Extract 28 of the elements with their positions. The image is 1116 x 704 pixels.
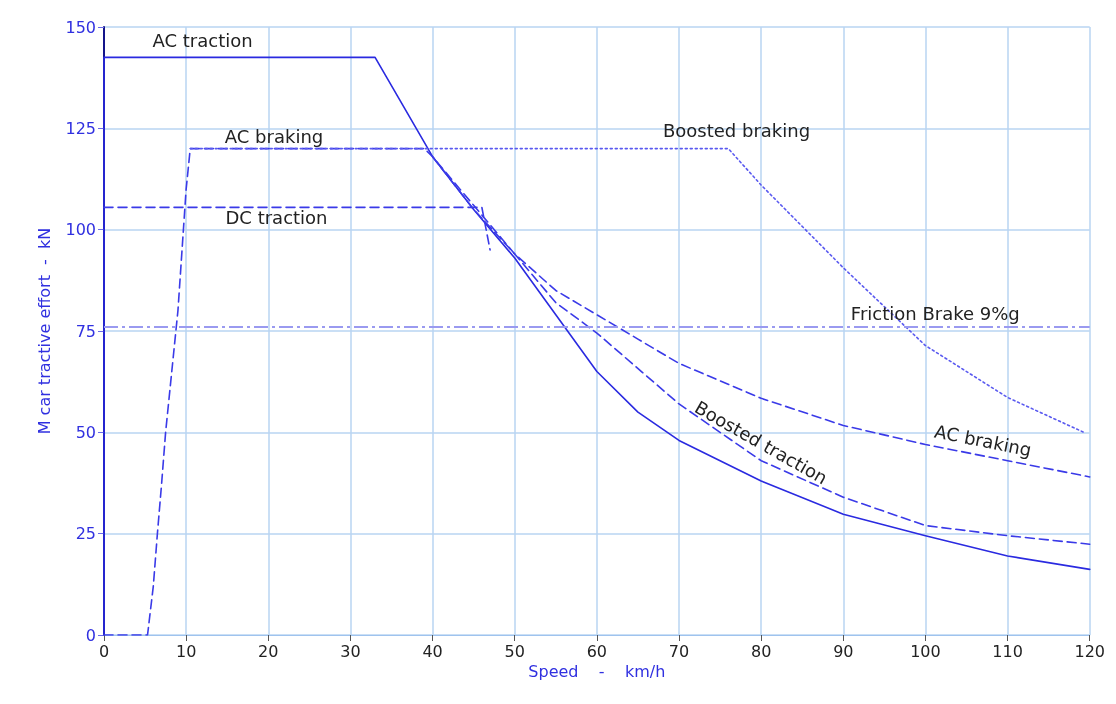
series-label: Boosted braking: [662, 119, 811, 141]
x-axis-title: Speed - km/h: [528, 662, 666, 682]
y-axis-title: M car tractive effort - kN: [34, 227, 54, 435]
x-tick-label: 60: [586, 641, 608, 661]
x-tick-label: 90: [833, 641, 854, 661]
y-tick-label: 150: [65, 17, 96, 37]
x-tick-label: 0: [98, 641, 110, 661]
x-tick-label: 100: [910, 641, 941, 661]
series-label: AC braking: [224, 125, 324, 147]
series-label: AC traction: [152, 30, 253, 52]
x-tick-label: 10: [175, 641, 197, 661]
y-tick-label: 125: [65, 118, 96, 138]
x-tick-label: 40: [422, 641, 443, 661]
x-tick-label: 80: [750, 641, 772, 661]
text: AC braking: [932, 420, 1034, 461]
x-tick-label: 50: [504, 641, 525, 661]
x-tick-label: 20: [258, 641, 279, 661]
x-tick-label: 70: [668, 641, 690, 661]
ref-line-label: Friction Brake 9%g: [850, 303, 1020, 325]
y-tick-label: 75: [75, 321, 96, 341]
y-tick-label: 25: [75, 524, 96, 544]
series-label: DC traction: [225, 207, 328, 229]
x-tick-label: 120: [1074, 641, 1105, 661]
x-tick-label: 30: [340, 641, 361, 661]
y-tick-label: 50: [75, 422, 96, 442]
y-tick-label: 0: [85, 625, 96, 645]
y-tick-label: 100: [65, 220, 96, 240]
x-tick-label: 110: [992, 641, 1023, 661]
